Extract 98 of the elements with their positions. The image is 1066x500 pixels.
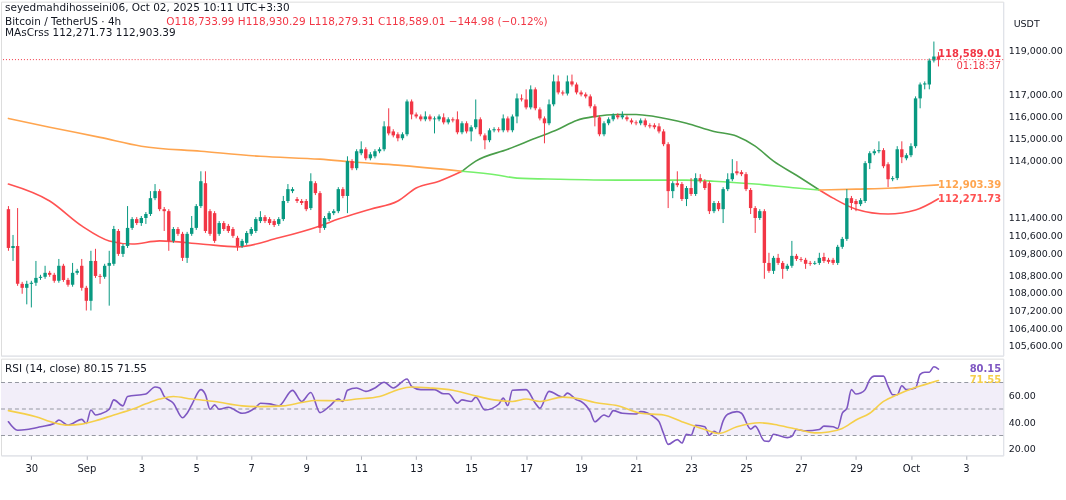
candlestick [579,89,583,97]
x-tick-label: 21 [630,462,643,474]
x-tick-label: 27 [795,462,808,474]
text: O118,733.99 H118,930.29 L118,279.31 C118,589.01 −144.98 (−0.12%) [166,14,548,27]
candlestick [295,196,299,204]
x-tick-label: 17 [520,462,533,474]
x-tick-label: 9 [303,462,310,474]
candlestick [70,262,75,288]
candlestick [286,183,290,204]
y-axis-title: USDT [1013,18,1040,30]
line-series [461,170,821,191]
y-tick-label: 60.00 [1008,390,1036,402]
candlestick [437,113,441,122]
x-tick-label: 19 [575,462,588,474]
candlestick [57,258,61,284]
candlestick [689,177,693,197]
y-tick-label: 108,000.00 [1008,287,1063,299]
y-tick-label: 108,800.00 [1008,269,1063,281]
candlestick [634,119,638,126]
annotation: 71.55 [969,374,1002,386]
line-series [7,117,463,173]
candlestick [515,93,519,124]
candlestick [428,113,432,122]
candlestick [625,114,629,122]
annotation: 112,903.39 [938,178,1002,190]
ref-line-label: 118,589.01 [938,47,1002,59]
candlestick [542,115,547,144]
x-tick-label: Sep [77,462,97,474]
candlestick [918,82,922,109]
candlestick [799,256,803,263]
x-tick-label: 23 [685,462,698,474]
candlestick [730,158,734,182]
x-tick-label: 3 [963,462,970,474]
y-tick-label: 20.00 [1008,443,1036,455]
y-tick-label: 106,400.00 [1008,322,1063,334]
candlestick [382,120,386,152]
x-tick-label: 25 [740,462,753,474]
y-tick-label: 105,600.00 [1008,340,1063,352]
candlestick [263,214,267,224]
candlestick [735,160,739,176]
x-tick-label: 29 [850,462,863,474]
candlestick [34,260,38,287]
text: Bitcoin / TetherUS · 4h [4,14,122,27]
candlestick [524,88,528,110]
candlestick [25,280,29,305]
candlestick [831,257,835,266]
y-tick-label: 116,000.00 [1008,111,1063,123]
candlestick [593,103,597,127]
annotation: seyedmahdihosseini06, Oct 02, 2025 10:11 UTC+3:30 [4,0,290,13]
y-tick-label: 114,000.00 [1008,155,1063,167]
x-tick-label: 5 [193,462,200,474]
candlestick [153,183,157,201]
candlestick [877,140,881,154]
y-tick-label: 111,400.00 [1008,212,1063,224]
candlestick [98,273,102,285]
candlestick [43,265,47,280]
candlestick [854,198,858,212]
candlestick [721,186,725,224]
candlestick [190,215,194,237]
candlestick [657,122,661,134]
candlestick [11,234,15,262]
candlestick [565,74,570,97]
x-tick-label: 13 [410,462,424,474]
candlestick [776,253,780,266]
candlestick [492,126,496,133]
candlestick [144,211,148,225]
chart-title: RSI (14, close) 80.15 71.55 [4,361,148,374]
annotation: 112,271.73 [938,192,1002,204]
candlestick [790,240,794,269]
candlestick [744,171,748,192]
candlestick [483,132,487,150]
candlestick [680,181,684,202]
x-tick-label: 15 [465,462,478,474]
line-series [7,170,463,248]
annotation: 01:18:37 [956,59,1002,71]
x-tick-label: 11 [355,462,369,474]
y-tick-label: 117,000.00 [1008,89,1063,101]
y-tick-label: 40.00 [1008,416,1036,428]
y-tick-label: 110,600.00 [1008,230,1063,242]
candlestick [767,252,771,274]
candlestick [547,98,551,126]
annotation: MAsCrss 112,271.73 112,903.39 [4,25,176,38]
candlestick [822,252,826,264]
x-tick-label: 3 [138,462,145,474]
line-series [818,189,940,215]
y-tick-label: 107,200.00 [1008,305,1063,316]
y-tick-label: 115,000.00 [1008,133,1063,145]
x-tick-label: Oct [902,462,921,474]
x-tick-label: 7 [248,462,255,474]
y-tick-label: 119,000.00 [1008,45,1063,57]
candlestick [900,140,904,164]
x-tick-label: 30 [25,462,39,474]
candlestick [432,115,437,134]
candlestick [570,74,574,87]
annotation: 80.15 [969,363,1002,375]
line-series [7,365,940,446]
candlestick [396,131,400,142]
y-tick-label: 109,800.00 [1008,247,1063,259]
